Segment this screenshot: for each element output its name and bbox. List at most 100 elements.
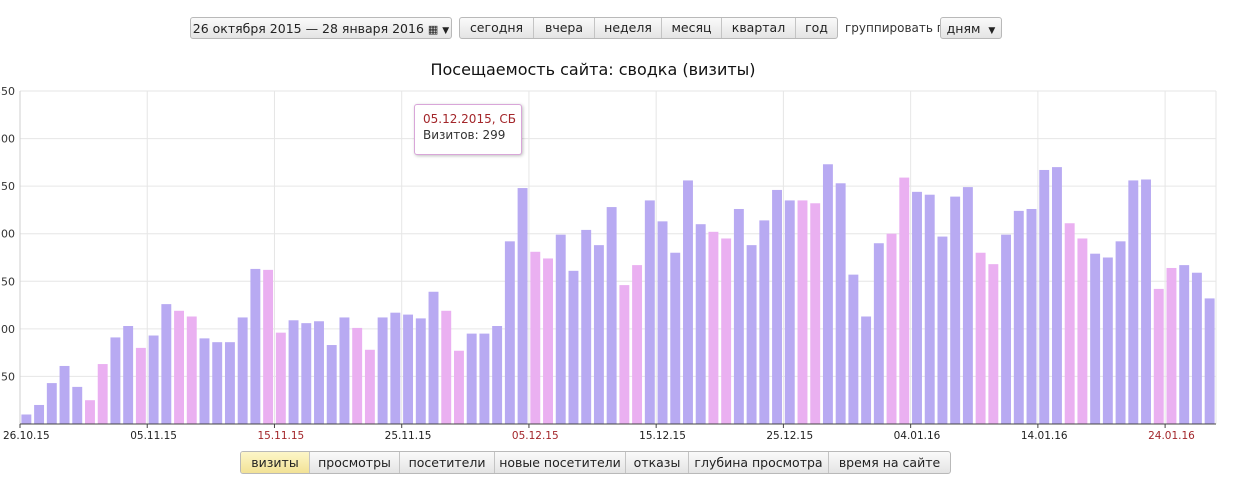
bar bbox=[479, 333, 490, 424]
bar bbox=[530, 251, 541, 424]
bar bbox=[759, 220, 770, 424]
y-tick-label: 200 bbox=[0, 228, 15, 241]
bar bbox=[1179, 265, 1190, 424]
bar bbox=[861, 316, 872, 424]
bar bbox=[301, 323, 312, 424]
bar bbox=[339, 317, 350, 424]
bar bbox=[34, 404, 45, 424]
period-week-button[interactable]: неделя bbox=[594, 18, 661, 38]
metric-tab-depth[interactable]: глубина просмотра bbox=[688, 452, 828, 473]
bar bbox=[848, 274, 859, 424]
metric-tab-visitors[interactable]: посетители bbox=[399, 452, 494, 473]
tooltip-value: Визитов: 299 bbox=[423, 128, 506, 142]
bar bbox=[1141, 179, 1151, 424]
y-tick-label: 50 bbox=[1, 370, 15, 383]
period-year-button[interactable]: год bbox=[795, 18, 837, 38]
date-range-picker[interactable]: 26 октября 2015 — 28 января 2016 ▦ ▼ bbox=[190, 17, 452, 39]
y-tick-label: 250 bbox=[0, 180, 15, 193]
bar bbox=[1026, 208, 1037, 424]
y-tick-label: 150 bbox=[0, 275, 15, 288]
metric-tab-time-on-site[interactable]: время на сайте bbox=[828, 452, 950, 473]
bar bbox=[593, 245, 604, 424]
date-range-text: 26 октября 2015 — 28 января 2016 bbox=[192, 21, 424, 36]
x-tick-label: 05.11.15 bbox=[130, 430, 177, 442]
bar bbox=[110, 337, 121, 424]
x-tick-label: 04.01.16 bbox=[894, 430, 941, 442]
bar bbox=[975, 252, 986, 424]
bar bbox=[657, 221, 668, 424]
bar bbox=[364, 349, 375, 424]
bar bbox=[746, 245, 757, 424]
metric-tab-pageviews[interactable]: просмотры bbox=[309, 452, 399, 473]
bar bbox=[733, 208, 744, 424]
metric-tabs: визиты просмотры посетители новые посети… bbox=[240, 451, 951, 474]
bar bbox=[899, 177, 910, 424]
bar bbox=[581, 229, 592, 424]
bar bbox=[632, 265, 643, 424]
bar bbox=[822, 164, 833, 424]
bar bbox=[1052, 167, 1062, 425]
bar bbox=[237, 317, 248, 424]
period-buttons: сегодня вчера неделя месяц квартал год bbox=[459, 17, 838, 39]
bar bbox=[250, 268, 261, 424]
calendar-icon: ▦ bbox=[427, 23, 439, 36]
group-by-select[interactable]: дням ▼ bbox=[940, 17, 1002, 39]
bar bbox=[1204, 298, 1215, 424]
tooltip-date: 05.12.2015, СБ bbox=[423, 112, 516, 126]
bar bbox=[1013, 210, 1024, 424]
bar bbox=[797, 200, 808, 424]
y-tick-label: 100 bbox=[0, 323, 15, 336]
bar bbox=[135, 347, 146, 424]
bar bbox=[1128, 180, 1139, 424]
bar bbox=[199, 338, 210, 424]
x-tick-label: 14.01.16 bbox=[1021, 430, 1068, 442]
bar bbox=[708, 231, 719, 424]
bar bbox=[670, 252, 681, 424]
bar bbox=[492, 326, 503, 424]
bar bbox=[377, 317, 388, 424]
bar bbox=[428, 291, 439, 424]
bar bbox=[85, 400, 95, 424]
y-tick-label: 300 bbox=[0, 133, 15, 146]
bar bbox=[1090, 253, 1101, 424]
period-quarter-button[interactable]: квартал bbox=[721, 18, 795, 38]
period-month-button[interactable]: месяц bbox=[661, 18, 721, 38]
period-today-button[interactable]: сегодня bbox=[469, 20, 524, 35]
visits-bar-chart: 50 100 150 200 250 300 350 26.10.15 05.11.15 15.1… bbox=[0, 85, 1217, 442]
bar bbox=[644, 200, 655, 424]
bar bbox=[326, 345, 337, 424]
bar bbox=[517, 188, 528, 424]
bar bbox=[1039, 169, 1050, 424]
bar bbox=[161, 304, 172, 424]
metric-tab-bounces[interactable]: отказы bbox=[625, 452, 688, 473]
bar bbox=[59, 365, 70, 424]
bar bbox=[568, 270, 579, 424]
bar bbox=[263, 269, 274, 424]
x-tick-label: 05.12.15 bbox=[512, 430, 559, 442]
bar bbox=[543, 258, 553, 424]
bar bbox=[988, 264, 999, 424]
bar bbox=[466, 333, 477, 424]
bar bbox=[21, 414, 32, 424]
bar bbox=[619, 285, 630, 424]
bar bbox=[174, 310, 184, 424]
metric-tab-visits[interactable]: визиты bbox=[241, 452, 309, 473]
metric-tab-new-visitors[interactable]: новые посетители bbox=[494, 452, 625, 473]
bar bbox=[275, 332, 286, 424]
chart-tooltip: 05.12.2015, СБ Визитов: 299 bbox=[414, 104, 522, 155]
bar bbox=[784, 200, 795, 424]
bar bbox=[912, 191, 922, 424]
x-tick-label: 25.12.15 bbox=[766, 430, 813, 442]
chart-title: Посещаемость сайта: сводка (визиты) bbox=[430, 60, 756, 79]
bar bbox=[683, 180, 693, 424]
x-tick-label: 15.12.15 bbox=[639, 430, 686, 442]
bar bbox=[721, 238, 732, 424]
bar bbox=[606, 207, 617, 424]
period-yesterday-button[interactable]: вчера bbox=[533, 18, 594, 38]
bar bbox=[148, 335, 159, 424]
bar bbox=[555, 234, 566, 424]
bar bbox=[314, 321, 324, 424]
x-tick-label: 25.11.15 bbox=[385, 430, 432, 442]
y-tick-label: 350 bbox=[0, 85, 15, 98]
bar bbox=[962, 187, 973, 424]
